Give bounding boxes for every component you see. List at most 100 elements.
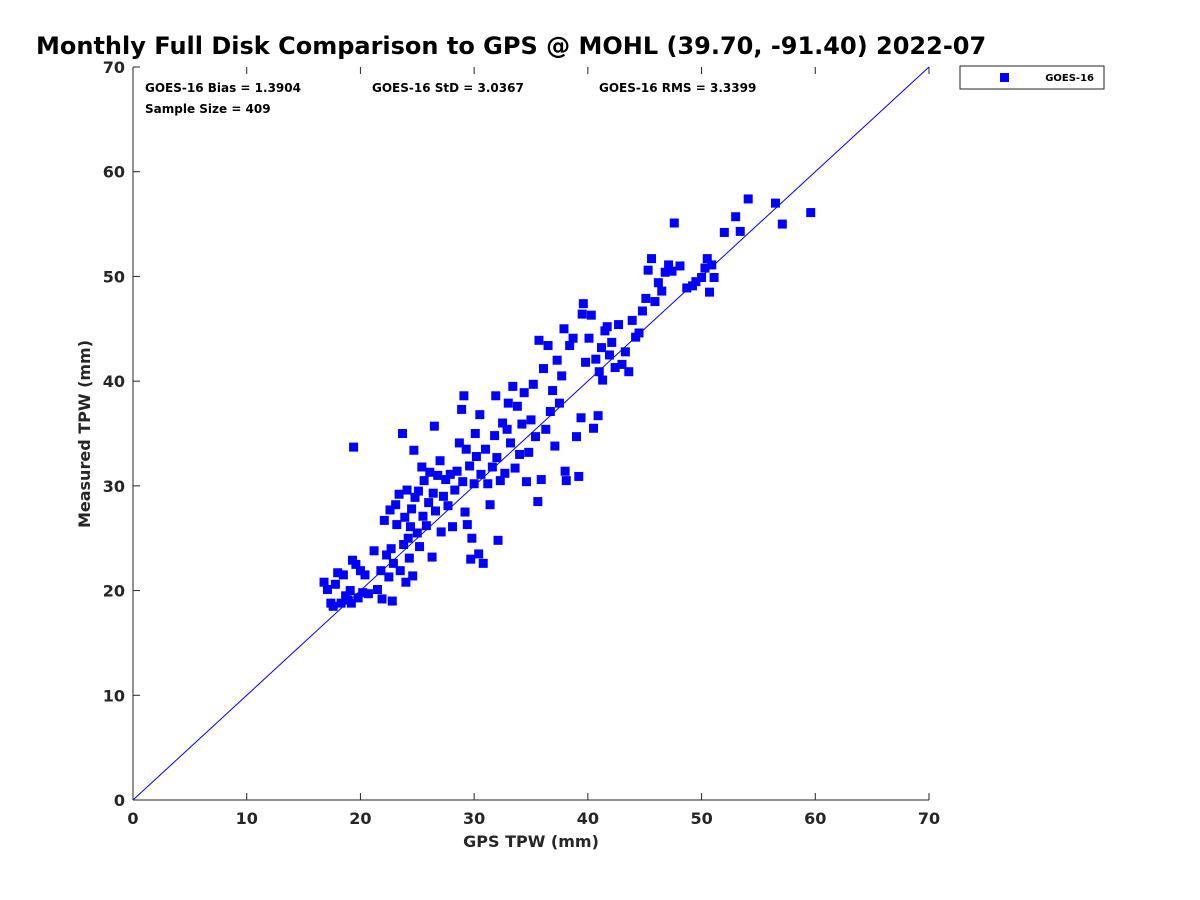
legend-marker	[1000, 73, 1009, 82]
data-point	[610, 363, 620, 373]
data-point	[574, 471, 584, 481]
data-point	[438, 491, 448, 501]
data-point	[735, 226, 745, 236]
data-point	[660, 267, 670, 277]
data-point	[560, 466, 570, 476]
data-point	[557, 371, 567, 381]
one-to-one-line	[132, 66, 930, 801]
y-tick-label: 10	[103, 686, 125, 705]
data-point	[700, 263, 710, 273]
data-point	[705, 287, 715, 297]
data-point	[491, 391, 501, 401]
data-point	[372, 585, 382, 595]
data-point	[459, 391, 469, 401]
data-point	[495, 476, 505, 486]
data-point	[322, 585, 332, 595]
data-point	[386, 544, 396, 554]
data-point	[470, 429, 480, 438]
data-point	[458, 477, 468, 487]
data-point	[498, 418, 508, 428]
data-point	[360, 570, 370, 580]
data-point	[349, 442, 359, 452]
data-point	[493, 535, 503, 545]
data-point	[425, 467, 435, 477]
data-point	[392, 520, 402, 530]
data-point	[650, 297, 660, 307]
data-point	[653, 278, 663, 288]
data-point	[697, 272, 707, 282]
data-point	[333, 568, 343, 578]
data-point	[410, 492, 420, 502]
stat-sample-size: Sample Size = 409	[145, 102, 271, 116]
data-point	[401, 577, 411, 587]
data-point	[691, 277, 701, 287]
data-point	[319, 577, 329, 587]
legend-box	[959, 65, 1105, 90]
x-tick-label: 10	[236, 809, 258, 828]
data-point	[428, 488, 438, 498]
data-point	[379, 515, 389, 525]
data-point	[377, 594, 387, 604]
data-point	[508, 381, 518, 391]
data-point	[641, 293, 651, 303]
data-point	[627, 315, 637, 325]
plot-area: 0 10 20 30 40 50 60 70 0 10 20 30 40 50 60 70	[103, 58, 940, 828]
data-point	[369, 546, 379, 556]
data-point	[702, 254, 712, 264]
data-point	[471, 452, 481, 462]
x-tick-label: 0	[127, 809, 138, 828]
data-point	[719, 227, 729, 237]
data-point	[478, 558, 488, 568]
data-point	[328, 601, 338, 611]
data-point	[515, 449, 525, 459]
stat-bias: GOES-16 Bias = 1.3904	[145, 81, 301, 95]
data-point	[806, 208, 816, 218]
data-points	[319, 194, 816, 611]
data-point	[593, 411, 603, 421]
data-point	[581, 357, 591, 367]
data-point	[524, 447, 534, 457]
data-point	[536, 475, 546, 485]
y-tick-label: 40	[103, 372, 125, 391]
legend: GOES-16	[959, 65, 1105, 90]
data-point	[586, 310, 596, 320]
data-point	[604, 350, 614, 360]
data-point	[402, 485, 412, 495]
data-point	[445, 469, 455, 479]
data-point	[395, 566, 405, 576]
data-point	[330, 579, 340, 589]
data-point	[405, 522, 415, 532]
data-point	[474, 549, 484, 559]
data-point	[669, 218, 679, 228]
data-point	[487, 462, 497, 472]
data-point	[597, 343, 607, 353]
data-point	[483, 479, 493, 489]
data-point	[634, 328, 644, 338]
data-point	[594, 367, 604, 377]
data-point	[436, 527, 446, 537]
data-point	[614, 320, 624, 330]
data-point	[394, 489, 404, 499]
data-point	[363, 589, 373, 599]
data-point	[502, 424, 512, 434]
data-point	[577, 309, 587, 319]
data-point	[591, 354, 601, 364]
data-point	[598, 375, 608, 385]
data-point	[552, 355, 562, 365]
data-point	[467, 533, 477, 543]
data-point	[355, 566, 365, 576]
data-point	[418, 511, 428, 521]
data-point	[403, 533, 413, 543]
data-point	[460, 507, 470, 517]
data-point	[476, 469, 486, 479]
data-point	[531, 432, 541, 442]
data-point	[457, 404, 467, 414]
data-point	[399, 539, 409, 549]
y-tick-label: 30	[103, 477, 125, 496]
data-point	[490, 431, 500, 441]
data-point	[430, 506, 440, 516]
legend-label: GOES-16	[1045, 73, 1094, 84]
data-point	[512, 401, 522, 411]
data-point	[548, 386, 558, 396]
data-point	[485, 500, 495, 510]
